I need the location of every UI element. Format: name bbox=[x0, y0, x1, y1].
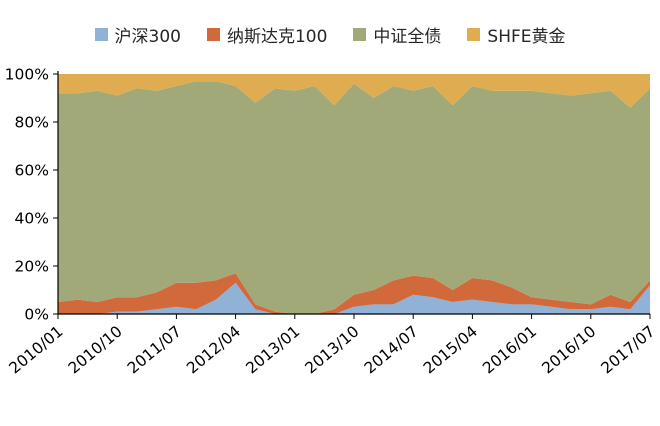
x-tick-label: 2016/10 bbox=[538, 322, 599, 377]
stacked-area-chart: 0%20%40%60%80%100%2010/012010/102011/072… bbox=[5, 66, 659, 378]
legend-swatch-bond-icon bbox=[353, 27, 367, 41]
y-tick-label: 80% bbox=[15, 114, 49, 132]
legend-label-hs300: 沪深300 bbox=[114, 26, 181, 47]
area-series-2 bbox=[58, 81, 650, 314]
x-tick-label: 2011/07 bbox=[124, 322, 185, 377]
y-tick-label: 20% bbox=[15, 258, 49, 276]
legend-item-hs300: 沪深300 bbox=[94, 22, 181, 47]
legend-item-bond: 中证全债 bbox=[353, 22, 441, 47]
legend-label-nasdaq100: 纳斯达克100 bbox=[226, 26, 328, 47]
legend-label-gold: SHFE黄金 bbox=[487, 26, 566, 47]
x-tick-label: 2016/01 bbox=[479, 322, 540, 377]
area-series-0 bbox=[58, 282, 650, 314]
area-series-3 bbox=[58, 74, 650, 108]
legend-item-nasdaq100: 纳斯达克100 bbox=[206, 22, 328, 47]
x-tick-label: 2017/07 bbox=[598, 322, 659, 377]
y-tick-label: 100% bbox=[5, 66, 49, 84]
x-tick-label: 2013/01 bbox=[242, 322, 303, 377]
x-tick-label: 2010/10 bbox=[65, 322, 126, 377]
legend: 沪深300 纳斯达克100 中证全债 SHFE黄金 bbox=[0, 0, 660, 52]
legend-swatch-gold-icon bbox=[467, 27, 481, 41]
x-tick-label: 2015/04 bbox=[420, 322, 481, 377]
x-tick-label: 2012/04 bbox=[183, 322, 244, 377]
x-tick-label: 2010/01 bbox=[6, 322, 67, 377]
legend-swatch-nasdaq100-icon bbox=[206, 27, 220, 41]
y-tick-label: 40% bbox=[15, 210, 49, 228]
x-tick-label: 2013/10 bbox=[302, 322, 363, 377]
legend-item-gold: SHFE黄金 bbox=[467, 22, 566, 47]
x-tick-label: 2014/07 bbox=[361, 322, 422, 377]
y-tick-label: 60% bbox=[15, 162, 49, 180]
legend-label-bond: 中证全债 bbox=[373, 26, 442, 47]
legend-swatch-hs300-icon bbox=[94, 27, 108, 41]
area-series-1 bbox=[58, 273, 650, 314]
y-tick-label: 0% bbox=[24, 306, 49, 324]
